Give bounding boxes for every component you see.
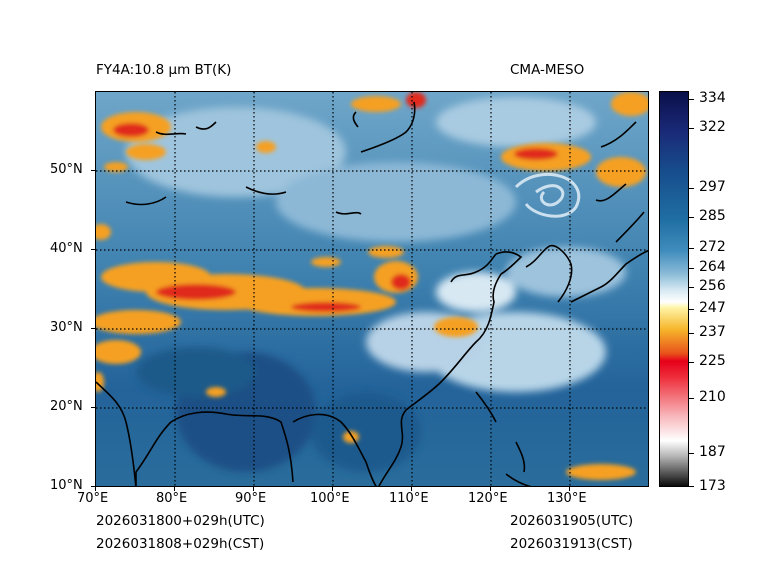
colorbar-label: 334 <box>699 90 726 106</box>
lat-tick-label: 50°N <box>50 162 83 177</box>
coastlines <box>96 101 648 486</box>
cold-cloud-tops <box>96 92 648 480</box>
lon-tick-label: 110°E <box>389 491 429 506</box>
cyclone-swirl <box>514 172 580 218</box>
colorbar-label: 173 <box>699 478 726 494</box>
lon-tick-label: 130°E <box>547 491 587 506</box>
colorbar-label: 264 <box>699 259 726 275</box>
lat-tick-label: 30°N <box>50 320 83 335</box>
valid-time-utc: 2026031905(UTC) <box>510 513 634 529</box>
colorbar-label: 237 <box>699 324 726 340</box>
lon-tick-label: 70°E <box>77 491 109 506</box>
colorbar-label: 285 <box>699 208 726 224</box>
init-time-cst: 2026031808+029h(CST) <box>96 536 265 552</box>
valid-time-cst: 2026031913(CST) <box>510 536 633 552</box>
init-time-utc: 2026031800+029h(UTC) <box>96 513 265 529</box>
graticule <box>96 92 648 486</box>
colorbar-label: 272 <box>699 239 726 255</box>
colorbar-label: 225 <box>699 353 726 369</box>
colorbar-label: 210 <box>699 389 726 405</box>
colorbar <box>659 91 689 487</box>
lat-tick-label: 10°N <box>50 478 83 493</box>
colorbar-label: 297 <box>699 179 726 195</box>
lon-tick-label: 80°E <box>156 491 188 506</box>
colorbar-label: 187 <box>699 444 726 460</box>
colorbar-label: 256 <box>699 278 726 294</box>
model-name: CMA-MESO <box>510 62 585 78</box>
lon-tick-label: 100°E <box>310 491 350 506</box>
lat-tick-label: 40°N <box>50 241 83 256</box>
lon-tick-label: 90°E <box>235 491 267 506</box>
lon-tick-label: 120°E <box>468 491 508 506</box>
colorbar-label: 247 <box>699 300 726 316</box>
lat-tick-label: 20°N <box>50 399 83 414</box>
satellite-imagery <box>96 92 648 486</box>
colorbar-gradient <box>660 92 688 486</box>
dark-land-regions <box>136 347 421 472</box>
map-title: FY4A:10.8 μm BT(K) <box>96 62 232 78</box>
colorbar-label: 322 <box>699 119 726 135</box>
satellite-map[interactable] <box>95 91 649 487</box>
